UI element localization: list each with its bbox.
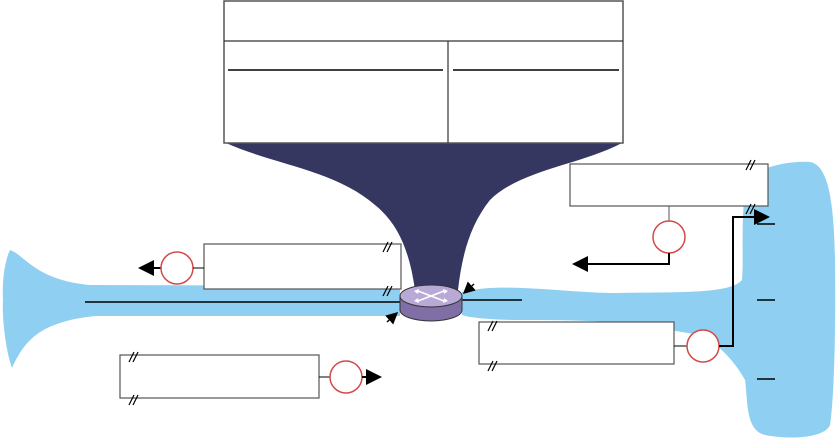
router-icon bbox=[399, 284, 463, 322]
circle-bottom-right bbox=[674, 209, 770, 363]
left-box bbox=[203, 241, 402, 297]
circle-left bbox=[138, 251, 204, 285]
left-network-cloud bbox=[2, 250, 400, 368]
circle-bottom-left bbox=[319, 360, 382, 394]
lookup-funnel bbox=[226, 143, 622, 290]
bottom-left-box bbox=[119, 351, 320, 406]
router-pointer-right bbox=[462, 281, 476, 295]
right-network-cloud bbox=[462, 161, 836, 438]
forwarding-table bbox=[223, 0, 624, 144]
router-pointer-left bbox=[385, 311, 399, 325]
center-bottom-box bbox=[478, 320, 675, 372]
circle-top-right bbox=[572, 206, 686, 272]
top-right-box bbox=[569, 159, 769, 215]
